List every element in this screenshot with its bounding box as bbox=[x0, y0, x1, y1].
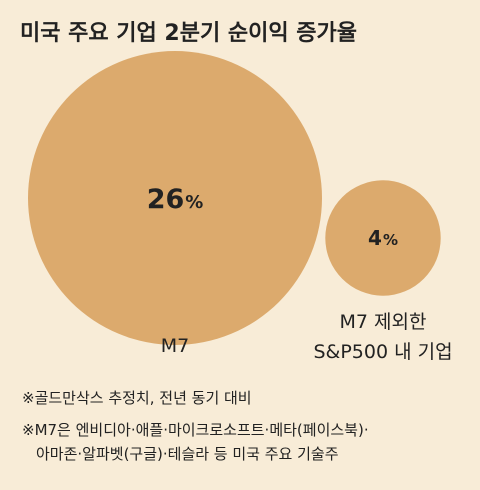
note-m7-definition-cont: 아마존·알파벳(구글)·테슬라 등 미국 주요 기술주 bbox=[36, 445, 339, 463]
chart-title: 미국 주요 기업 2분기 순이익 증가율 bbox=[20, 21, 357, 46]
value-label-1: 26% bbox=[147, 184, 204, 215]
category-label-1-line-1: M7 bbox=[161, 335, 189, 357]
bubble-2 bbox=[325, 180, 441, 296]
note-m7-definition: ※M7은 엔비디아·애플·마이크로소프트·메타(페이스북)· bbox=[22, 421, 369, 439]
value-label-2: 4% bbox=[368, 226, 398, 250]
bubble-1 bbox=[28, 51, 322, 345]
notes-group: ※골드만삭스 추정치, 전년 동기 대비 ※M7은 엔비디아·애플·마이크로소프… bbox=[22, 389, 369, 463]
note-source: ※골드만삭스 추정치, 전년 동기 대비 bbox=[22, 389, 252, 407]
bubbles-group: 26% M7 4% M7 제외한 S&P500 내 기업 bbox=[28, 51, 453, 363]
category-label-2-line-1: M7 제외한 bbox=[340, 311, 427, 333]
category-label-2-line-2: S&P500 내 기업 bbox=[313, 341, 452, 363]
